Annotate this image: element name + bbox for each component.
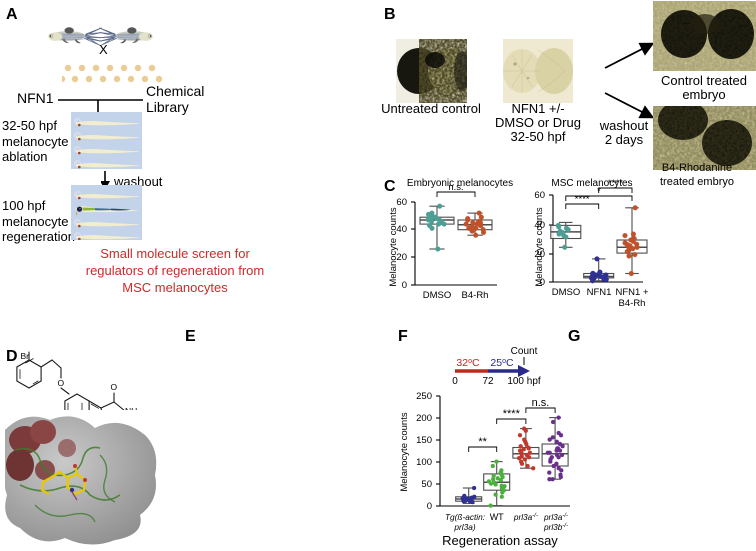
- svg-text:Melanocyte counts: Melanocyte counts: [399, 412, 410, 491]
- svg-text:0: 0: [427, 501, 432, 512]
- svg-text:prl3a): prl3a): [453, 522, 475, 532]
- svg-text:200: 200: [416, 413, 432, 424]
- svg-text:100: 100: [416, 457, 432, 468]
- svg-text:prl3a-/-: prl3a-/-: [513, 512, 538, 522]
- svg-text:prl3b-/-: prl3b-/-: [543, 522, 568, 532]
- svg-text:Count: Count: [511, 346, 538, 357]
- svg-text:WT: WT: [490, 512, 504, 522]
- svg-text:Regeneration assay: Regeneration assay: [442, 533, 558, 548]
- svg-text:25oC: 25oC: [490, 357, 514, 369]
- svg-text:**: **: [478, 436, 487, 448]
- svg-text:250: 250: [416, 391, 432, 402]
- svg-text:32oC: 32oC: [456, 357, 480, 369]
- svg-text:Tg(ß-actin:: Tg(ß-actin:: [445, 512, 485, 522]
- svg-text:prl3a-/-: prl3a-/-: [543, 512, 568, 522]
- svg-text:100 hpf: 100 hpf: [507, 376, 541, 387]
- svg-text:n.s.: n.s.: [532, 397, 550, 409]
- svg-text:150: 150: [416, 435, 432, 446]
- svg-text:72: 72: [482, 376, 494, 387]
- svg-text:****: ****: [503, 408, 521, 420]
- svg-text:50: 50: [421, 479, 432, 490]
- svg-text:0: 0: [452, 376, 458, 387]
